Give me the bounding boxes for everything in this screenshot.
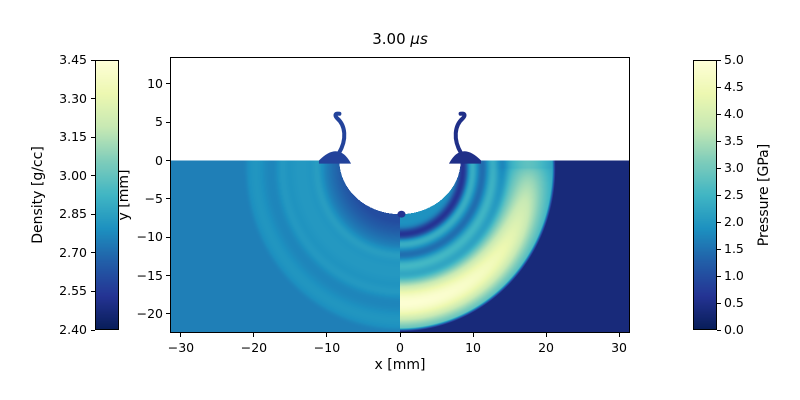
pressure-cb-tick-label: 4.0 <box>724 106 744 121</box>
pressure-cb-tick-label: 3.5 <box>724 133 744 148</box>
density-cb-tick-label: 2.55 <box>59 283 87 299</box>
pressure-cb-tick-label: 2.5 <box>724 187 744 202</box>
pressure-cb-tick-label: 1.0 <box>724 268 744 283</box>
density-cb-tick-label: 3.30 <box>59 90 87 106</box>
x-tick-label: −10 <box>313 340 341 355</box>
pressure-cb-tick-label: 1.5 <box>724 241 744 256</box>
plot-title: 3.00 μs <box>170 30 630 48</box>
y-tick-label: −5 <box>144 190 163 206</box>
x-tick-label: 30 <box>611 340 627 355</box>
density-cb-tick-mark <box>91 252 95 254</box>
pressure-cb-tick-mark <box>717 194 721 196</box>
density-cb-tick-mark <box>91 136 95 138</box>
y-tick-label: −20 <box>136 305 163 321</box>
x-tick-label: 10 <box>465 340 481 355</box>
pressure-cb-tick-label: 4.5 <box>724 79 744 94</box>
density-cb-tick-label: 3.15 <box>59 129 87 145</box>
density-cb-tick-mark <box>91 213 95 215</box>
density-cb-tick-label: 2.70 <box>59 244 87 260</box>
pressure-cb-tick-mark <box>717 86 721 88</box>
y-tick-label: 10 <box>147 75 163 91</box>
pressure-cb-tick-mark <box>717 167 721 169</box>
y-tick-label: 0 <box>155 152 163 168</box>
pressure-cb-tick-mark <box>717 302 721 304</box>
x-tick-mark <box>253 333 255 337</box>
x-tick-mark <box>326 333 328 337</box>
density-cb-tick-mark <box>91 98 95 100</box>
y-tick-label: −10 <box>136 229 163 245</box>
density-colorbar <box>95 60 119 330</box>
y-tick-mark <box>166 83 170 85</box>
heatmap-canvas <box>170 57 630 333</box>
density-cb-tick-label: 3.00 <box>59 167 87 183</box>
title-unit: μs <box>410 30 428 48</box>
y-tick-mark <box>166 198 170 200</box>
y-tick-label: −15 <box>136 267 163 283</box>
pressure-cb-tick-label: 3.0 <box>724 160 744 175</box>
x-tick-mark <box>399 333 401 337</box>
pressure-cb-tick-mark <box>717 140 721 142</box>
density-colorbar-label: Density [g/cc] <box>30 146 46 244</box>
density-cb-tick-label: 2.85 <box>59 206 87 222</box>
density-cb-tick-mark <box>91 59 95 61</box>
y-tick-mark <box>166 121 170 123</box>
x-tick-label: 0 <box>396 340 404 355</box>
pressure-cb-tick-mark <box>717 329 721 331</box>
x-tick-mark <box>545 333 547 337</box>
y-tick-label: 5 <box>155 114 163 130</box>
x-tick-label: 20 <box>538 340 554 355</box>
density-cb-tick-label: 3.45 <box>59 52 87 67</box>
pressure-cb-tick-mark <box>717 248 721 250</box>
pressure-cb-tick-label: 0.5 <box>724 295 744 310</box>
x-tick-mark <box>180 333 182 337</box>
y-tick-mark <box>166 313 170 315</box>
density-cb-tick-label: 2.40 <box>59 322 87 337</box>
x-axis-label: x [mm] <box>374 357 426 373</box>
pressure-cb-tick-label: 5.0 <box>724 52 744 67</box>
pressure-cb-tick-label: 2.0 <box>724 214 744 229</box>
density-cb-tick-mark <box>91 329 95 331</box>
x-tick-label: −20 <box>240 340 268 355</box>
pressure-colorbar <box>693 60 717 330</box>
pressure-cb-tick-label: 0.0 <box>724 322 744 337</box>
x-tick-label: −30 <box>167 340 195 355</box>
pressure-cb-tick-mark <box>717 275 721 277</box>
x-tick-mark <box>472 333 474 337</box>
density-cb-tick-mark <box>91 175 95 177</box>
y-tick-mark <box>166 160 170 161</box>
pressure-cb-tick-mark <box>717 59 721 61</box>
y-tick-mark <box>166 236 170 238</box>
pressure-cb-tick-mark <box>717 113 721 115</box>
pressure-cb-tick-mark <box>717 221 721 223</box>
title-time: 3.00 <box>372 30 411 48</box>
density-cb-tick-mark <box>91 290 95 292</box>
x-tick-mark <box>618 333 620 337</box>
y-tick-mark <box>166 275 170 276</box>
